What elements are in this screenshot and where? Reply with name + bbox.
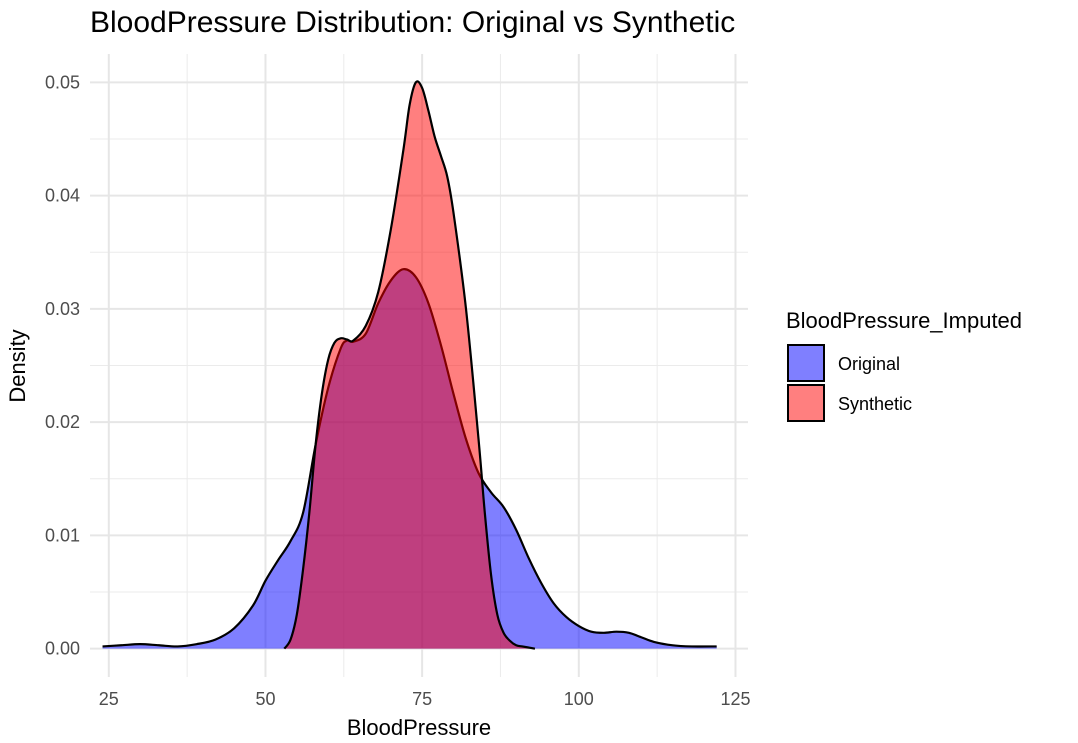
synthetic-density-line (283, 80, 536, 650)
legend-label-original: Original (838, 354, 900, 374)
legend: BloodPressure_Imputed Original Synthetic (786, 308, 1022, 422)
legend-title: BloodPressure_Imputed (786, 308, 1022, 333)
density-areas (102, 80, 717, 650)
legend-key-synthetic (787, 384, 825, 422)
y-tick-label: 0.04 (45, 186, 80, 206)
x-tick-label: 25 (99, 689, 119, 709)
y-tick-label: 0.05 (45, 72, 80, 92)
y-axis-ticks: 0.00 0.01 0.02 0.03 0.04 0.05 (45, 72, 80, 658)
x-tick-label: 125 (720, 689, 750, 709)
grid (90, 54, 748, 677)
x-axis-ticks: 25 50 75 100 125 (99, 689, 751, 709)
y-tick-label: 0.02 (45, 412, 80, 432)
legend-key-original (787, 344, 825, 382)
chart-title: BloodPressure Distribution: Original vs … (90, 6, 735, 39)
synthetic-density-area (284, 81, 535, 649)
x-tick-label: 100 (564, 689, 594, 709)
x-axis-title: BloodPressure (347, 715, 491, 740)
y-axis-title: Density (5, 329, 30, 402)
legend-label-synthetic: Synthetic (838, 394, 912, 414)
x-tick-label: 75 (412, 689, 432, 709)
y-tick-label: 0.00 (45, 639, 80, 659)
y-tick-label: 0.03 (45, 299, 80, 319)
x-tick-label: 50 (255, 689, 275, 709)
y-tick-label: 0.01 (45, 525, 80, 545)
